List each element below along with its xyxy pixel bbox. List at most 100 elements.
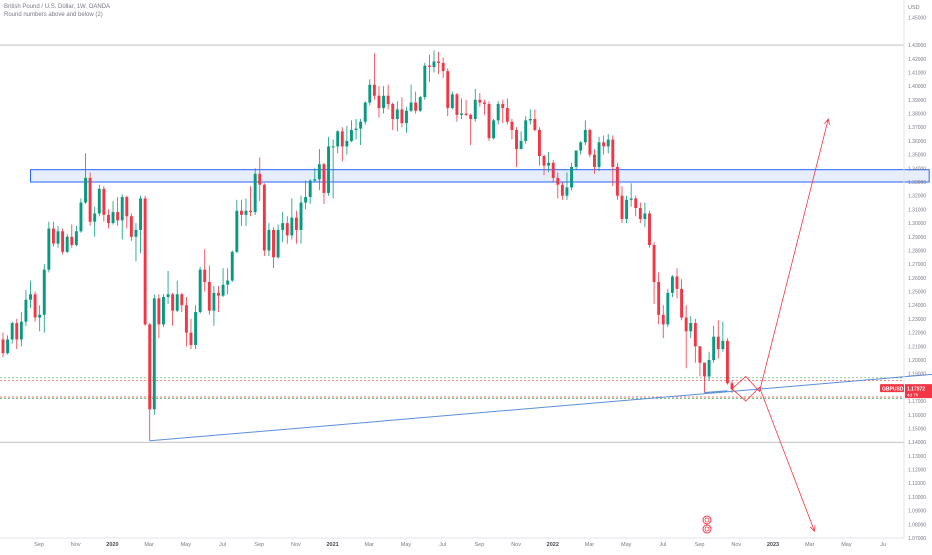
price-axis-tick: 1.27000: [908, 262, 926, 268]
candle: [88, 172, 92, 226]
candle-body: [680, 288, 684, 318]
candle: [501, 99, 505, 124]
price-axis-tick: 1.24000: [908, 303, 926, 309]
candle: [93, 206, 97, 237]
candle-body: [139, 198, 142, 230]
candle: [272, 227, 275, 269]
candle: [162, 294, 165, 328]
candle-body: [171, 294, 175, 311]
candle-body: [340, 131, 344, 147]
price-axis-tick: 1.23000: [908, 317, 926, 323]
candle-body: [354, 128, 358, 130]
price-axis-tick: 1.30000: [908, 221, 926, 227]
candle-body: [304, 197, 308, 203]
candle-body: [556, 177, 560, 185]
time-axis-tick: Mar: [365, 542, 375, 548]
candle-body: [712, 336, 716, 360]
price-axis-tick: 1.17000: [908, 399, 926, 405]
ascending-trendline[interactable]: [149, 372, 932, 442]
candle: [473, 88, 477, 122]
price-axis-currency: USD: [908, 5, 920, 11]
resistance-zone-rectangle[interactable]: [30, 169, 930, 183]
candle: [79, 198, 83, 233]
candle-body: [345, 140, 349, 147]
candle-body: [88, 177, 92, 222]
candle-body: [510, 121, 514, 130]
candle-body: [492, 120, 496, 139]
candle-body: [56, 231, 60, 244]
support-segment[interactable]: [704, 390, 728, 394]
time-axis-tick: 2020: [106, 542, 118, 548]
time-axis-tick: May: [621, 542, 632, 548]
candle-body: [290, 217, 294, 236]
candle: [505, 98, 509, 125]
candle: [6, 335, 10, 355]
candle: [464, 99, 468, 117]
candle: [221, 268, 225, 298]
price-axis-tick: 1.08000: [908, 522, 926, 528]
time-axis-tick: Jul: [659, 542, 666, 548]
candle-body: [308, 180, 312, 198]
candle: [625, 195, 629, 224]
time-axis-tick: Sep: [34, 542, 44, 548]
candle: [427, 54, 431, 83]
candle-body: [560, 184, 564, 196]
candle-body: [377, 95, 381, 109]
candle-body: [693, 323, 697, 347]
candle-body: [107, 214, 110, 224]
candle-body: [267, 229, 271, 251]
candle-body: [666, 292, 670, 325]
price-axis-tick: 1.39000: [908, 98, 926, 104]
candle: [382, 86, 386, 114]
candle: [129, 213, 133, 241]
projection-path-up[interactable]: [731, 118, 829, 393]
candle: [65, 234, 69, 254]
candle-body: [212, 292, 216, 311]
candle: [597, 136, 601, 172]
candle: [33, 291, 37, 322]
candle: [47, 221, 51, 273]
projection-arrowhead-up: [824, 118, 830, 125]
candle-body: [670, 276, 674, 293]
candle-body: [395, 109, 399, 120]
candle-body: [317, 164, 321, 180]
candle-body: [519, 140, 523, 150]
candle-body: [505, 108, 509, 122]
candle-body: [469, 114, 473, 120]
candle: [652, 242, 656, 304]
candle-body: [652, 244, 656, 282]
candle: [336, 129, 340, 154]
economic-event-marker[interactable]: [702, 524, 712, 534]
candle-body: [441, 62, 445, 72]
candle-body: [184, 305, 188, 333]
candle: [313, 168, 317, 182]
candle: [253, 168, 257, 215]
candle: [703, 362, 706, 393]
candle: [670, 275, 674, 298]
candle: [537, 127, 541, 166]
candle: [634, 195, 638, 217]
price-axis-tick: 1.09000: [908, 509, 926, 515]
candle-body: [629, 198, 633, 200]
candle-body: [368, 84, 372, 103]
candle: [551, 160, 555, 182]
candle: [680, 279, 684, 321]
candle: [70, 224, 74, 248]
candle-body: [47, 228, 51, 270]
projection-path-down[interactable]: [731, 386, 815, 532]
candle-body: [533, 119, 537, 130]
price-axis-tick: 1.07000: [908, 536, 926, 542]
candle: [648, 210, 651, 248]
candle-body: [583, 129, 587, 143]
candle-body: [648, 213, 651, 245]
candle: [97, 184, 101, 217]
candle-body: [70, 236, 74, 245]
candle: [657, 272, 661, 325]
candle-body: [97, 188, 101, 214]
economic-event-marker[interactable]: [702, 515, 712, 525]
time-axis-tick: Jul: [439, 542, 446, 548]
candle: [304, 180, 308, 210]
indicator-label: Round numbers above and below (2): [4, 12, 103, 18]
